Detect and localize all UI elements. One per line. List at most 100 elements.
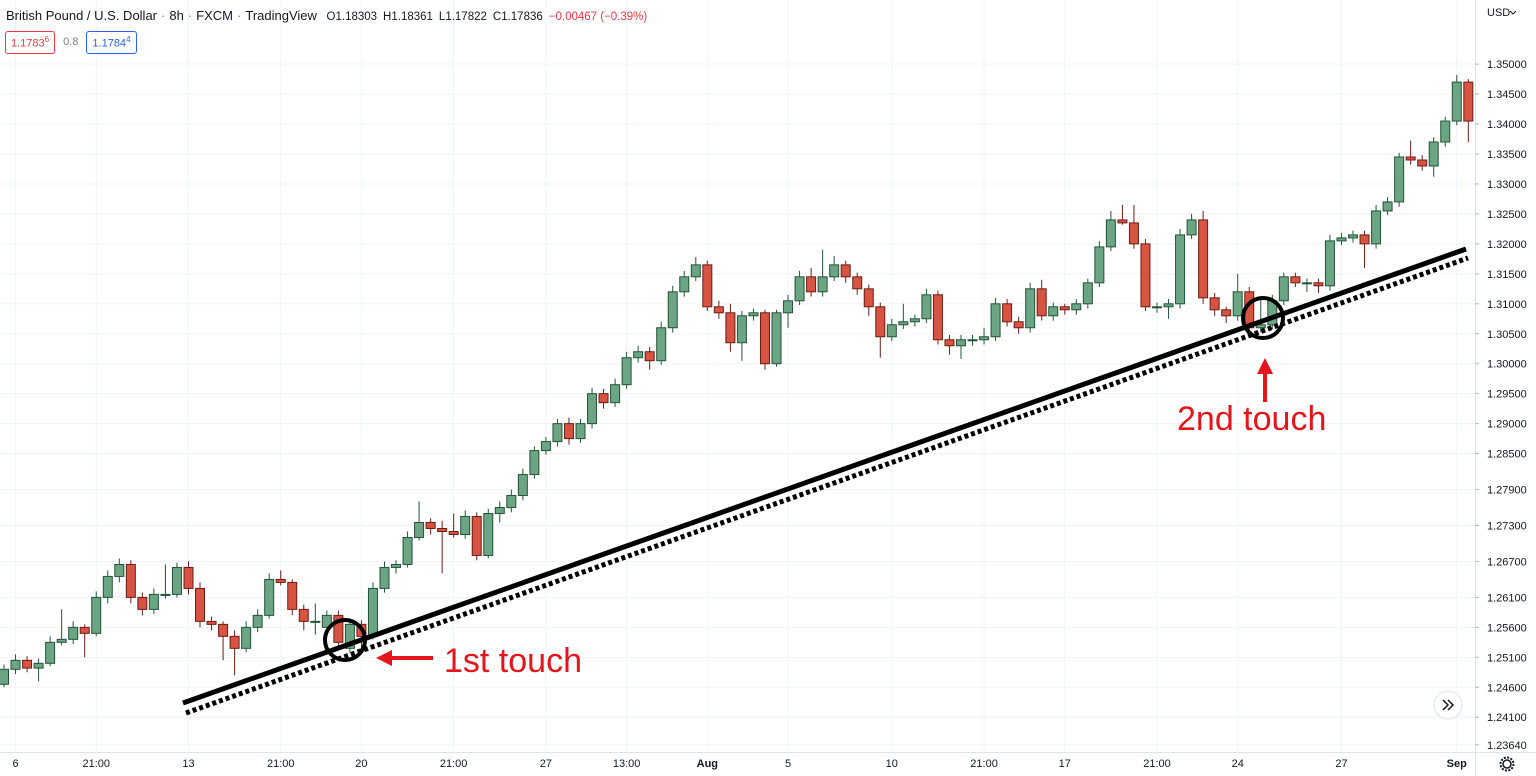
separator: · (187, 8, 193, 23)
currency[interactable]: USD (1487, 7, 1510, 19)
candle-body (45, 641, 56, 664)
symbol: British Pound / U.S. Dollar (6, 8, 158, 23)
candle-body (483, 513, 494, 556)
candle-body (1313, 282, 1324, 287)
candle-body (275, 578, 286, 583)
candle-body (829, 264, 840, 278)
candle-body (1209, 297, 1220, 311)
candle-body (886, 324, 897, 338)
candle-body (1163, 303, 1174, 308)
candle-body (1371, 210, 1382, 245)
candle-body (1463, 81, 1474, 122)
source: FXCM (196, 8, 234, 23)
y-tick-label: 1.34000 (1487, 119, 1527, 131)
candle-body (1013, 321, 1024, 329)
candle-body (806, 276, 817, 293)
candle-body (506, 495, 517, 509)
candle-body (517, 474, 528, 497)
candle-body (1359, 234, 1370, 245)
y-tick-label: 1.28500 (1487, 449, 1527, 461)
sell-button[interactable]: 1.17836 (5, 31, 56, 54)
candle-body (1152, 306, 1162, 309)
candle-body (644, 351, 655, 362)
candle-body (736, 315, 747, 344)
annotation: 2nd touch (1177, 400, 1326, 438)
candle-body (783, 300, 794, 314)
candle-body (102, 575, 113, 598)
y-tick-label: 1.30500 (1487, 329, 1527, 341)
x-tick-label: 27 (1335, 758, 1347, 770)
candle-body (1117, 219, 1128, 224)
candle-body (1417, 159, 1428, 167)
candle-body (183, 566, 194, 589)
settings-icon[interactable] (1502, 759, 1512, 769)
x-tick-label: 17 (1059, 758, 1071, 770)
candle-body (1025, 288, 1036, 329)
candle-body (1336, 237, 1347, 242)
candle-body (1440, 120, 1451, 143)
candle-body (875, 306, 886, 338)
candle-body (229, 635, 240, 649)
candle-body (610, 384, 621, 404)
trendline (182, 246, 1467, 706)
candle-body (391, 563, 402, 568)
y-tick-label: 1.29000 (1487, 419, 1527, 431)
high-value: H1.18361 (383, 11, 433, 23)
candle-body (321, 614, 332, 628)
legend-header: British Pound / U.S. Dollar · 8h · FXCM · Trad… (6, 8, 647, 23)
candle-body (1071, 303, 1082, 311)
candle-body (713, 306, 724, 314)
candle-body (1394, 156, 1405, 203)
candle-body (529, 450, 540, 476)
x-tick-label: 13 (182, 758, 194, 770)
candle-body (448, 530, 459, 535)
candle-body (33, 662, 44, 669)
x-tick-label: Sep (1447, 758, 1467, 770)
candle-body (402, 536, 413, 565)
candle-body (298, 608, 309, 622)
candle-body (252, 614, 263, 628)
interval: 8h (169, 8, 184, 23)
candle-body (1002, 303, 1013, 323)
candle-body (690, 264, 701, 278)
y-tick-label: 1.26700 (1487, 556, 1527, 568)
candle-body (817, 276, 828, 293)
x-tick-label: Aug (697, 758, 718, 770)
candle-body (656, 327, 667, 362)
y-tick-label: 1.31000 (1487, 299, 1527, 311)
candle-body (1128, 222, 1139, 245)
candle-body (1186, 219, 1197, 236)
candle-body (79, 626, 90, 634)
x-tick-label: 24 (1232, 758, 1244, 770)
dropdown-icon[interactable] (1509, 10, 1517, 15)
annotation: 1st touch (444, 642, 582, 680)
y-tick-label: 1.35000 (1487, 59, 1527, 71)
candle-body (1451, 81, 1462, 122)
candle-body (598, 393, 609, 404)
buy-button[interactable]: 1.17844 (86, 31, 137, 54)
candle-body (1348, 234, 1359, 239)
x-tick-label: 13:00 (613, 758, 641, 770)
y-tick-label: 1.32000 (1487, 239, 1527, 251)
separator: · (161, 8, 166, 23)
candle-body (1198, 219, 1209, 299)
sell-price: 1.1783 (11, 37, 45, 50)
y-tick-label: 1.26100 (1487, 592, 1527, 604)
candle-body (840, 264, 851, 278)
candle-body (91, 596, 102, 634)
candle-body (990, 303, 1001, 338)
scroll-icon (1442, 699, 1455, 711)
candle-body (333, 614, 344, 643)
candle-body (1255, 324, 1266, 329)
candle-body (979, 336, 990, 341)
candle-body (679, 276, 690, 293)
candle-body (1301, 282, 1312, 285)
y-tick-label: 1.30000 (1487, 359, 1527, 371)
candle-body (1324, 240, 1335, 287)
candle-body (771, 312, 782, 365)
touch-circle (323, 618, 367, 662)
y-tick-label: 1.24600 (1487, 682, 1527, 694)
candle-body (195, 587, 206, 622)
x-tick-label: 21:00 (267, 758, 295, 770)
